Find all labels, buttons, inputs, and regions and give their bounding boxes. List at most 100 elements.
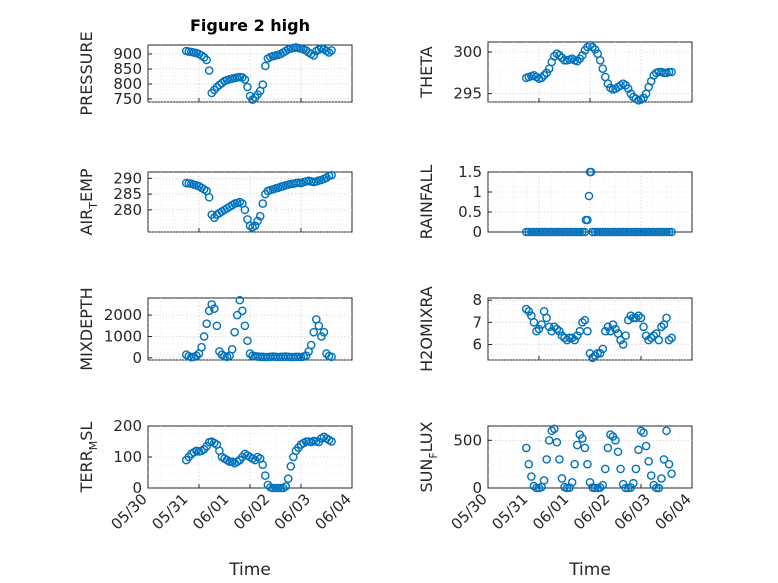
data-point	[521, 443, 531, 453]
data-point	[557, 474, 567, 483]
data-point	[595, 56, 605, 65]
x-tick-label: 06/04	[312, 490, 355, 533]
data-point	[611, 324, 620, 334]
data-point	[248, 95, 257, 104]
data-point	[578, 434, 587, 443]
data-point	[623, 315, 633, 325]
data-point	[253, 216, 262, 226]
data-point	[565, 483, 574, 492]
y-axis-label: MIXDEPTH	[77, 287, 96, 370]
data-point	[276, 483, 285, 493]
y-axis-label: PRESSURE	[77, 31, 96, 115]
data-point	[595, 483, 605, 492]
x-tick-label: 06/03	[271, 490, 314, 533]
data-point	[634, 445, 643, 455]
data-point	[657, 474, 666, 483]
data-point	[550, 424, 559, 434]
data-point	[240, 321, 250, 331]
data-point	[260, 61, 270, 71]
y-tick-label: 295	[453, 85, 482, 103]
data-point	[644, 456, 653, 466]
data-point	[585, 477, 595, 487]
data-point	[238, 73, 247, 82]
data-point	[611, 436, 620, 445]
data-point	[327, 46, 336, 55]
data-point	[550, 322, 559, 332]
y-tick-label: 1	[472, 183, 482, 201]
data-point	[524, 459, 534, 469]
data-point	[532, 326, 541, 336]
data-point	[583, 215, 592, 225]
data-point	[309, 51, 319, 60]
data-point	[588, 42, 597, 52]
data-point	[618, 340, 628, 349]
y-tick-label: 1.5	[458, 163, 482, 181]
data-point	[578, 51, 587, 60]
x-tick-label: 05/31	[148, 490, 191, 533]
data-point	[240, 75, 250, 84]
data-point	[544, 322, 554, 332]
data-point	[245, 349, 255, 358]
data-point	[567, 333, 577, 343]
data-point	[631, 313, 641, 323]
data-point	[532, 483, 541, 493]
data-point	[593, 349, 602, 358]
data-point	[552, 324, 562, 334]
x-axis-label: Time	[568, 560, 611, 580]
data-point	[644, 335, 653, 345]
data-point	[555, 455, 564, 464]
data-point	[560, 56, 569, 65]
data-point	[584, 191, 594, 201]
data-point	[281, 482, 291, 491]
data-point	[327, 170, 336, 180]
data-point	[258, 460, 268, 470]
data-point	[583, 326, 592, 336]
subplot-5: 0 1000 2000 MIXDEPTH	[77, 287, 353, 371]
data-point	[567, 477, 577, 487]
y-tick-label: 850	[113, 60, 142, 78]
y-axis-label: RAINFALL	[417, 165, 436, 240]
data-point	[327, 352, 336, 362]
data-point	[654, 483, 664, 493]
data-point	[667, 333, 676, 343]
data-point	[664, 67, 674, 77]
data-point	[603, 322, 613, 332]
data-point	[598, 64, 608, 73]
data-point	[542, 313, 551, 323]
data-point	[664, 459, 674, 469]
data-point	[524, 306, 534, 316]
data-point	[199, 332, 209, 341]
data-point	[230, 327, 239, 337]
x-axis-label: Time	[228, 560, 271, 580]
data-point	[646, 471, 656, 480]
y-tick-label: 0	[132, 349, 142, 367]
y-axis-label: SUNFLUX	[417, 421, 440, 492]
x-tick-label: 06/04	[652, 490, 695, 533]
data-point	[286, 461, 296, 471]
x-tick-label: 05/30	[448, 490, 491, 533]
y-axis-label: H2OMIXRA	[417, 286, 436, 372]
data-point	[572, 331, 582, 340]
data-point	[207, 300, 217, 309]
data-point	[209, 304, 219, 313]
data-point	[260, 471, 270, 480]
data-point	[639, 322, 648, 332]
subplot-6: 6 7 8 H2OMIXRA	[417, 286, 693, 372]
data-point	[664, 227, 674, 237]
data-point	[319, 327, 329, 337]
data-point	[557, 331, 567, 340]
data-point	[621, 331, 631, 340]
y-tick-label: 7	[472, 313, 482, 331]
data-point	[306, 340, 316, 350]
data-point	[639, 428, 648, 437]
data-point	[578, 227, 587, 237]
data-point	[662, 313, 671, 323]
data-point	[258, 199, 268, 208]
y-tick-label: 285	[113, 185, 142, 203]
data-point	[616, 464, 625, 474]
subplot-title: Figure 2 high	[190, 16, 310, 35]
